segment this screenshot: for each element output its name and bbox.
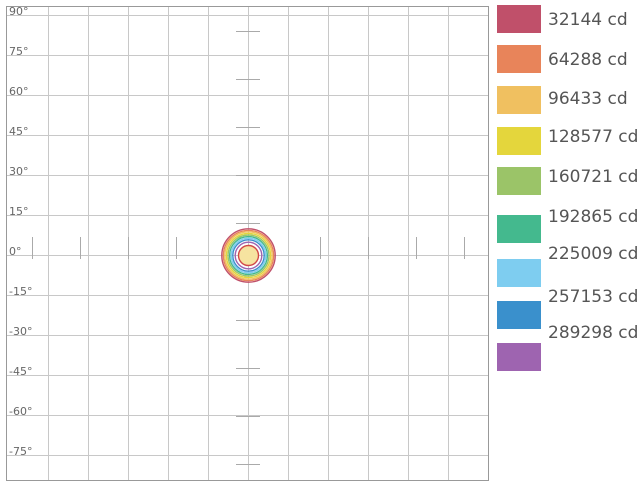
isocandela-plot: 90° 75° 60° 45° 30° 15° 0° -15° -30° -45° -60° -75°: [6, 5, 489, 481]
y-tick-label: 75°: [9, 45, 29, 58]
legend: 32144 cd 64288 cd 96433 cd 128577 cd 160721 …: [496, 0, 642, 486]
y-tick-label: 45°: [9, 125, 29, 138]
y-tick-label: 15°: [9, 205, 29, 218]
legend-swatch: [497, 127, 541, 155]
peak-region: [237, 244, 260, 267]
y-tick-label: 90°: [9, 5, 29, 18]
y-tick-labels: 90° 75° 60° 45° 30° 15° 0° -15° -30° -45° -60° -75°: [9, 5, 32, 458]
contour-192865: [228, 235, 269, 276]
legend-label: 289298 cd: [548, 323, 639, 343]
legend-swatch: [497, 5, 541, 33]
legend-swatch: [497, 343, 541, 371]
legend-label: 192865 cd: [548, 207, 639, 227]
contour-289298: [234, 241, 263, 270]
legend-label: 96433 cd: [548, 89, 628, 109]
plot-grid: [7, 7, 489, 481]
legend-swatch: [497, 259, 541, 287]
legend-swatch: [497, 301, 541, 329]
legend-swatch: [497, 86, 541, 114]
contour-32144: [221, 228, 276, 283]
contour-257153: [232, 239, 265, 272]
contour-160721: [227, 234, 270, 277]
legend-label: 160721 cd: [548, 167, 639, 187]
y-tick-label: -75°: [9, 445, 32, 458]
legend-label: 64288 cd: [548, 50, 628, 70]
plot-frame: [6, 6, 489, 481]
legend-label: 128577 cd: [548, 127, 639, 147]
y-tick-label: -15°: [9, 285, 32, 298]
axis-ticks: [32, 31, 465, 465]
contour-96433: [224, 231, 273, 280]
contour-225009: [230, 237, 267, 274]
y-tick-label: 30°: [9, 165, 29, 178]
y-tick-label: -45°: [9, 365, 32, 378]
legend-label: 32144 cd: [548, 10, 628, 30]
legend-label: 225009 cd: [548, 244, 639, 264]
y-tick-label: -60°: [9, 405, 32, 418]
contour-group: [221, 228, 276, 283]
y-tick-label: 60°: [9, 85, 29, 98]
legend-swatch: [497, 167, 541, 195]
contour-64288: [222, 229, 275, 282]
legend-swatch: [497, 45, 541, 73]
y-tick-label: 0°: [9, 245, 22, 258]
contour-128577: [225, 232, 272, 279]
y-tick-label: -30°: [9, 325, 32, 338]
legend-swatch: [497, 215, 541, 243]
legend-label: 257153 cd: [548, 287, 639, 307]
